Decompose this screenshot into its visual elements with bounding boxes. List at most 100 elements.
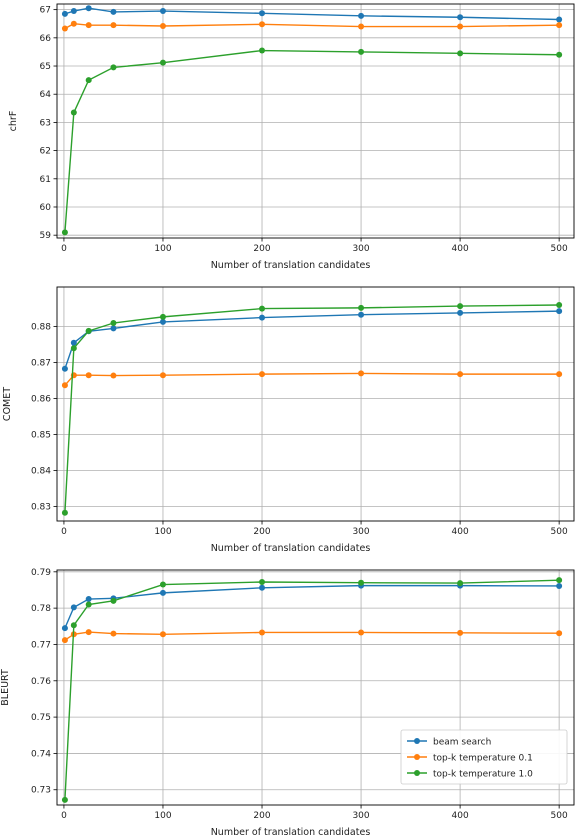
- x-tick-label: 100: [154, 527, 171, 537]
- data-point: [85, 5, 92, 12]
- y-axis-label: chrF: [8, 111, 19, 132]
- data-point: [259, 578, 266, 585]
- legend-label: top-k temperature 1.0: [433, 770, 533, 780]
- x-tick-label: 300: [352, 811, 369, 821]
- legend-marker: [414, 738, 420, 744]
- data-point: [70, 339, 77, 346]
- data-point: [110, 8, 117, 15]
- data-point: [110, 630, 117, 637]
- plot-frame: [56, 286, 575, 522]
- data-point: [110, 597, 117, 604]
- x-tick-label: 200: [253, 811, 270, 821]
- y-tick-label: 0.77: [31, 640, 51, 650]
- x-tick-label: 200: [253, 244, 270, 254]
- data-point: [61, 10, 68, 17]
- data-point: [259, 314, 266, 321]
- data-point: [159, 631, 166, 638]
- data-point: [358, 311, 365, 318]
- data-point: [457, 303, 464, 310]
- data-point: [556, 16, 563, 23]
- data-point: [110, 320, 117, 326]
- x-tick-label: 500: [551, 527, 568, 537]
- data-point: [358, 370, 365, 377]
- x-tick-label: 400: [452, 244, 469, 254]
- data-point: [259, 305, 266, 312]
- legend-marker: [414, 754, 420, 760]
- series-line-3: [64, 49, 560, 233]
- data-point: [358, 579, 365, 586]
- data-point: [61, 509, 68, 516]
- data-point: [61, 637, 68, 644]
- y-tick-label: 63: [40, 118, 51, 128]
- series-line-3: [64, 304, 560, 513]
- data-point: [259, 629, 266, 636]
- data-point: [70, 109, 77, 116]
- data-point: [259, 371, 266, 378]
- y-axis-label: COMET: [2, 387, 13, 421]
- data-point: [457, 14, 464, 21]
- y-tick-label: 0.86: [31, 395, 51, 405]
- x-tick-label: 400: [452, 527, 469, 537]
- y-tick-label: 62: [40, 147, 51, 157]
- data-point: [457, 50, 464, 57]
- y-tick-label: 0.73: [31, 786, 51, 796]
- legend-marker: [414, 770, 420, 776]
- data-point: [556, 577, 563, 584]
- data-point: [61, 382, 68, 389]
- x-tick-label: 0: [61, 527, 67, 537]
- legend-box: [400, 729, 568, 785]
- y-tick-label: 0.76: [31, 677, 51, 687]
- y-tick-label: 0.88: [31, 323, 51, 333]
- x-tick-label: 0: [61, 244, 67, 254]
- y-tick-label: 0.74: [31, 749, 51, 759]
- chart-panel-1: 0 100 200 300 400 500 59 60 61 62 63 64 65 66 67 Number…: [8, 3, 575, 271]
- y-tick-label: 0.85: [31, 431, 51, 441]
- data-point: [457, 371, 464, 378]
- x-tick-label: 100: [154, 244, 171, 254]
- data-point: [85, 77, 92, 84]
- y-tick-label: 59: [40, 231, 52, 241]
- data-point: [259, 584, 266, 591]
- data-point: [358, 629, 365, 636]
- y-tick-label: 0.84: [31, 467, 51, 477]
- data-point: [70, 20, 77, 27]
- data-point: [259, 10, 266, 17]
- x-tick-label: 200: [253, 527, 270, 537]
- data-point: [556, 582, 563, 589]
- data-point: [110, 372, 117, 379]
- data-point: [70, 604, 77, 611]
- data-point: [358, 12, 365, 19]
- data-point: [85, 596, 92, 603]
- data-point: [159, 22, 166, 29]
- data-point: [556, 630, 563, 637]
- x-tick-label: 100: [154, 811, 171, 821]
- y-tick-label: 0.75: [31, 713, 51, 723]
- y-tick-label: 60: [40, 203, 52, 213]
- data-point: [159, 8, 166, 15]
- data-point: [85, 629, 92, 636]
- data-point: [159, 318, 166, 325]
- series-line-2: [64, 631, 560, 641]
- plot-frame: [56, 569, 575, 806]
- data-point: [61, 796, 68, 803]
- x-tick-label: 500: [551, 244, 568, 254]
- x-tick-label: 0: [61, 811, 67, 821]
- data-point: [61, 229, 68, 236]
- data-point: [358, 23, 365, 30]
- data-point: [85, 601, 92, 608]
- y-tick-label: 61: [40, 175, 51, 185]
- data-point: [70, 8, 77, 15]
- plot-frame: [56, 3, 575, 239]
- x-tick-label: 300: [352, 244, 369, 254]
- x-tick-label: 500: [551, 811, 568, 821]
- y-tick-label: 0.78: [31, 604, 51, 614]
- y-tick-label: 67: [40, 6, 51, 16]
- legend-label: beam search: [433, 738, 491, 748]
- y-tick-label: 0.83: [31, 503, 51, 513]
- data-point: [259, 47, 266, 54]
- data-point: [85, 22, 92, 29]
- data-point: [556, 51, 563, 58]
- data-point: [556, 302, 563, 308]
- x-axis-label: Number of translation candidates: [211, 827, 371, 838]
